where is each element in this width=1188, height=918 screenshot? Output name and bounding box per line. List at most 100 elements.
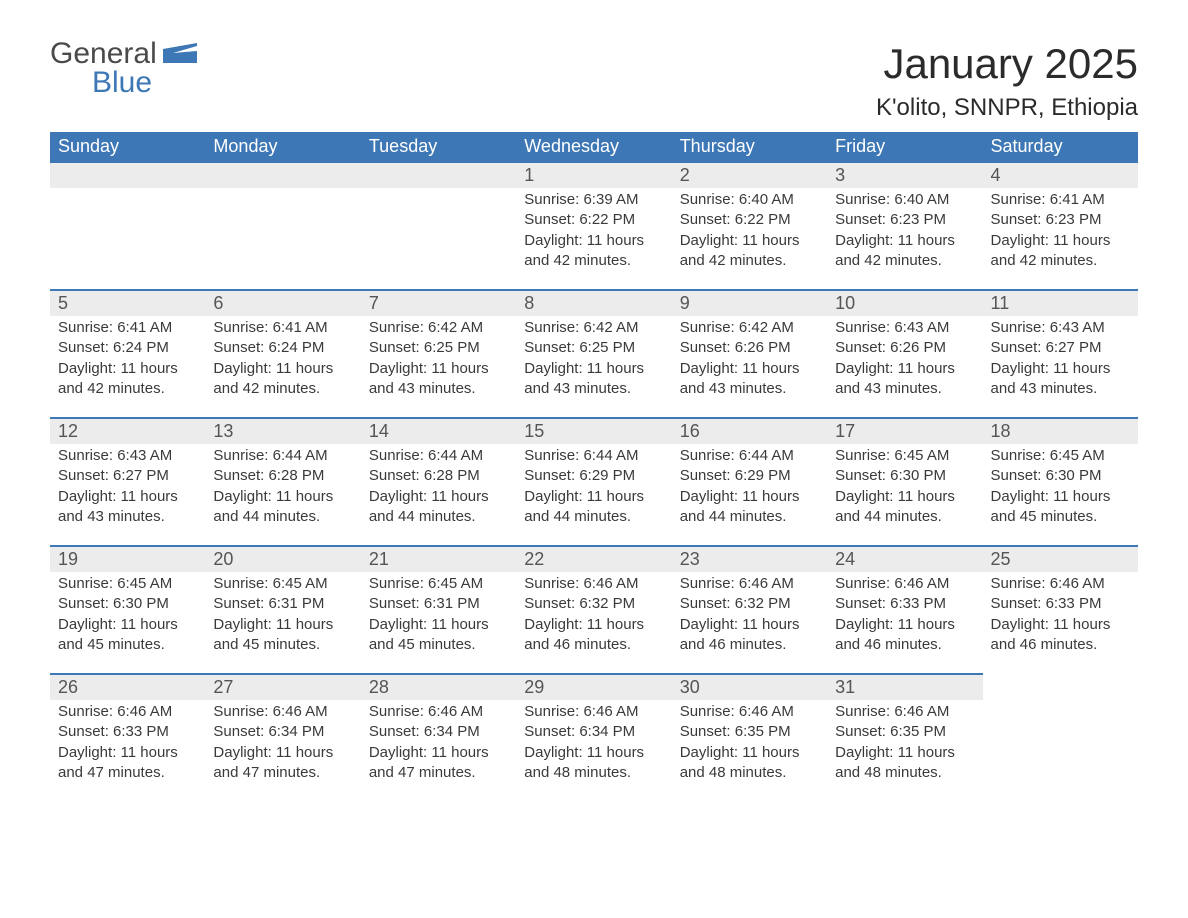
sunset-value: 6:34 PM xyxy=(268,723,324,740)
sunset-label: Sunset: xyxy=(991,595,1046,612)
flag-icon xyxy=(163,43,197,66)
sunset-value: 6:30 PM xyxy=(113,595,169,612)
sunset-label: Sunset: xyxy=(991,339,1046,356)
sunset-line: Sunset: 6:22 PM xyxy=(680,210,819,230)
sunrise-label: Sunrise: xyxy=(991,575,1050,592)
sunrise-value: 6:41 AM xyxy=(273,319,328,336)
daylight-line: Daylight: 11 hours and 45 minutes. xyxy=(213,615,352,656)
sunrise-value: 6:46 AM xyxy=(894,703,949,720)
sunset-value: 6:27 PM xyxy=(113,467,169,484)
sunrise-line: Sunrise: 6:45 AM xyxy=(213,574,352,594)
daylight-line: Daylight: 11 hours and 46 minutes. xyxy=(835,615,974,656)
day-number: 17 xyxy=(827,417,982,444)
day-details: Sunrise: 6:46 AMSunset: 6:32 PMDaylight:… xyxy=(672,572,827,661)
sunrise-value: 6:45 AM xyxy=(117,575,172,592)
calendar-week-row: 1Sunrise: 6:39 AMSunset: 6:22 PMDaylight… xyxy=(50,161,1138,289)
sunrise-value: 6:45 AM xyxy=(428,575,483,592)
daylight-line: Daylight: 11 hours and 48 minutes. xyxy=(680,743,819,784)
daylight-label: Daylight: xyxy=(369,488,432,505)
calendar-day-cell: 22Sunrise: 6:46 AMSunset: 6:32 PMDayligh… xyxy=(516,545,671,673)
day-number: 23 xyxy=(672,545,827,572)
sunrise-line: Sunrise: 6:42 AM xyxy=(524,318,663,338)
sunrise-label: Sunrise: xyxy=(524,575,583,592)
sunset-label: Sunset: xyxy=(835,467,890,484)
daylight-line: Daylight: 11 hours and 45 minutes. xyxy=(58,615,197,656)
sunrise-value: 6:40 AM xyxy=(894,191,949,208)
sunrise-line: Sunrise: 6:41 AM xyxy=(58,318,197,338)
daylight-line: Daylight: 11 hours and 48 minutes. xyxy=(524,743,663,784)
day-details: Sunrise: 6:46 AMSunset: 6:32 PMDaylight:… xyxy=(516,572,671,661)
calendar-day-cell: 31Sunrise: 6:46 AMSunset: 6:35 PMDayligh… xyxy=(827,673,982,801)
daylight-line: Daylight: 11 hours and 42 minutes. xyxy=(58,359,197,400)
sunset-line: Sunset: 6:32 PM xyxy=(524,594,663,614)
day-details: Sunrise: 6:46 AMSunset: 6:35 PMDaylight:… xyxy=(672,700,827,789)
sunset-line: Sunset: 6:27 PM xyxy=(991,338,1130,358)
sunset-label: Sunset: xyxy=(213,339,268,356)
sunset-line: Sunset: 6:28 PM xyxy=(369,466,508,486)
calendar-day-cell: 30Sunrise: 6:46 AMSunset: 6:35 PMDayligh… xyxy=(672,673,827,801)
sunrise-line: Sunrise: 6:44 AM xyxy=(213,446,352,466)
day-details: Sunrise: 6:40 AMSunset: 6:22 PMDaylight:… xyxy=(672,188,827,277)
calendar-day-cell: 17Sunrise: 6:45 AMSunset: 6:30 PMDayligh… xyxy=(827,417,982,545)
calendar-day-cell: 8Sunrise: 6:42 AMSunset: 6:25 PMDaylight… xyxy=(516,289,671,417)
daylight-line: Daylight: 11 hours and 43 minutes. xyxy=(58,487,197,528)
calendar-week-row: 12Sunrise: 6:43 AMSunset: 6:27 PMDayligh… xyxy=(50,417,1138,545)
sunrise-label: Sunrise: xyxy=(213,319,272,336)
sunrise-value: 6:46 AM xyxy=(739,575,794,592)
calendar-day-cell: 3Sunrise: 6:40 AMSunset: 6:23 PMDaylight… xyxy=(827,161,982,289)
daylight-label: Daylight: xyxy=(680,360,743,377)
day-number: 7 xyxy=(361,289,516,316)
sunset-line: Sunset: 6:30 PM xyxy=(991,466,1130,486)
sunrise-line: Sunrise: 6:46 AM xyxy=(369,702,508,722)
daylight-line: Daylight: 11 hours and 46 minutes. xyxy=(991,615,1130,656)
calendar-weekday-header: SundayMondayTuesdayWednesdayThursdayFrid… xyxy=(50,132,1138,161)
day-details: Sunrise: 6:42 AMSunset: 6:25 PMDaylight:… xyxy=(361,316,516,405)
sunrise-line: Sunrise: 6:41 AM xyxy=(213,318,352,338)
calendar-day-cell: 4Sunrise: 6:41 AMSunset: 6:23 PMDaylight… xyxy=(983,161,1138,289)
sunrise-line: Sunrise: 6:45 AM xyxy=(991,446,1130,466)
weekday-header: Thursday xyxy=(672,132,827,161)
sunrise-label: Sunrise: xyxy=(213,575,272,592)
sunrise-value: 6:41 AM xyxy=(117,319,172,336)
sunset-line: Sunset: 6:30 PM xyxy=(58,594,197,614)
sunset-label: Sunset: xyxy=(835,211,890,228)
calendar-day-cell: 26Sunrise: 6:46 AMSunset: 6:33 PMDayligh… xyxy=(50,673,205,801)
daylight-label: Daylight: xyxy=(524,744,587,761)
sunset-value: 6:23 PM xyxy=(890,211,946,228)
sunset-value: 6:24 PM xyxy=(113,339,169,356)
day-details: Sunrise: 6:43 AMSunset: 6:27 PMDaylight:… xyxy=(983,316,1138,405)
day-number: 21 xyxy=(361,545,516,572)
day-details: Sunrise: 6:45 AMSunset: 6:30 PMDaylight:… xyxy=(983,444,1138,533)
empty-day-strip xyxy=(361,161,516,188)
sunset-label: Sunset: xyxy=(58,723,113,740)
sunrise-line: Sunrise: 6:46 AM xyxy=(524,574,663,594)
sunset-line: Sunset: 6:25 PM xyxy=(369,338,508,358)
sunset-value: 6:34 PM xyxy=(579,723,635,740)
sunrise-line: Sunrise: 6:46 AM xyxy=(524,702,663,722)
sunrise-value: 6:44 AM xyxy=(428,447,483,464)
sunrise-label: Sunrise: xyxy=(680,575,739,592)
sunrise-value: 6:43 AM xyxy=(117,447,172,464)
sunrise-line: Sunrise: 6:45 AM xyxy=(835,446,974,466)
day-number: 26 xyxy=(50,673,205,700)
calendar-day-cell: 10Sunrise: 6:43 AMSunset: 6:26 PMDayligh… xyxy=(827,289,982,417)
day-number: 24 xyxy=(827,545,982,572)
sunset-line: Sunset: 6:34 PM xyxy=(213,722,352,742)
sunrise-value: 6:45 AM xyxy=(894,447,949,464)
sunrise-line: Sunrise: 6:46 AM xyxy=(680,574,819,594)
sunset-line: Sunset: 6:24 PM xyxy=(58,338,197,358)
sunset-value: 6:35 PM xyxy=(890,723,946,740)
sunrise-value: 6:44 AM xyxy=(273,447,328,464)
sunrise-line: Sunrise: 6:45 AM xyxy=(369,574,508,594)
day-number: 28 xyxy=(361,673,516,700)
day-number: 22 xyxy=(516,545,671,572)
sunset-value: 6:35 PM xyxy=(735,723,791,740)
sunset-value: 6:23 PM xyxy=(1046,211,1102,228)
day-number: 6 xyxy=(205,289,360,316)
sunset-line: Sunset: 6:28 PM xyxy=(213,466,352,486)
calendar-day-cell: 19Sunrise: 6:45 AMSunset: 6:30 PMDayligh… xyxy=(50,545,205,673)
daylight-label: Daylight: xyxy=(835,616,898,633)
sunset-label: Sunset: xyxy=(369,339,424,356)
calendar-day-cell: 7Sunrise: 6:42 AMSunset: 6:25 PMDaylight… xyxy=(361,289,516,417)
calendar-empty-cell xyxy=(361,161,516,289)
